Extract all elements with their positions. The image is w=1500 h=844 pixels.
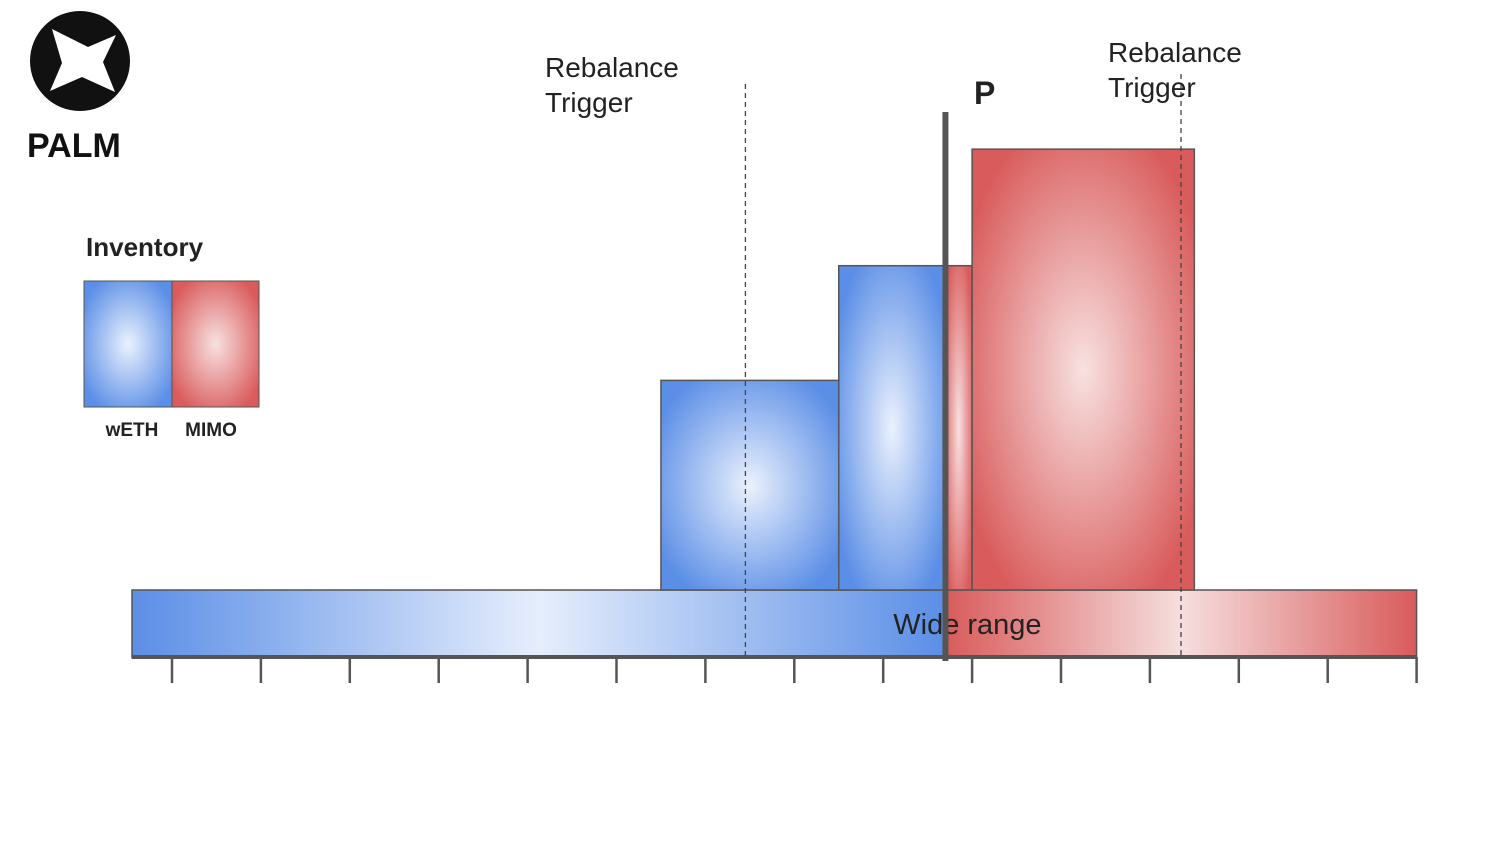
- brand-name: PALM: [27, 127, 121, 165]
- trigger-right-line2: Trigger: [1108, 72, 1196, 103]
- range-bar-2-mimo: [945, 265, 973, 590]
- brand-logo: PALM: [27, 11, 130, 165]
- wide-range-weth-bar: [131, 590, 946, 658]
- rebalance-triggers: Rebalance Trigger Rebalance Trigger: [545, 37, 1242, 657]
- range-bar-2-weth: [838, 265, 946, 590]
- legend-label-weth: wETH: [105, 420, 159, 441]
- trigger-right-line1: Rebalance: [1108, 37, 1242, 68]
- price-marker: P: [942, 75, 995, 661]
- legend-swatch-weth: [83, 280, 173, 408]
- position-bars: Wide range: [131, 148, 1418, 659]
- legend-swatch-mimo: [171, 280, 260, 408]
- legend-title: Inventory: [86, 232, 204, 262]
- range-bar-1-weth: [660, 379, 840, 591]
- price-label: P: [974, 75, 995, 111]
- price-axis: [131, 655, 1418, 683]
- trigger-left-line2: Trigger: [545, 87, 633, 118]
- trigger-left-line1: Rebalance: [545, 52, 679, 83]
- wide-range-label: Wide range: [893, 609, 1041, 641]
- range-bar-3-mimo: [971, 148, 1196, 591]
- legend-label-mimo: MIMO: [185, 420, 237, 441]
- inventory-legend: Inventory wETH MIMO: [83, 232, 260, 441]
- palm-star-shape: [50, 29, 116, 92]
